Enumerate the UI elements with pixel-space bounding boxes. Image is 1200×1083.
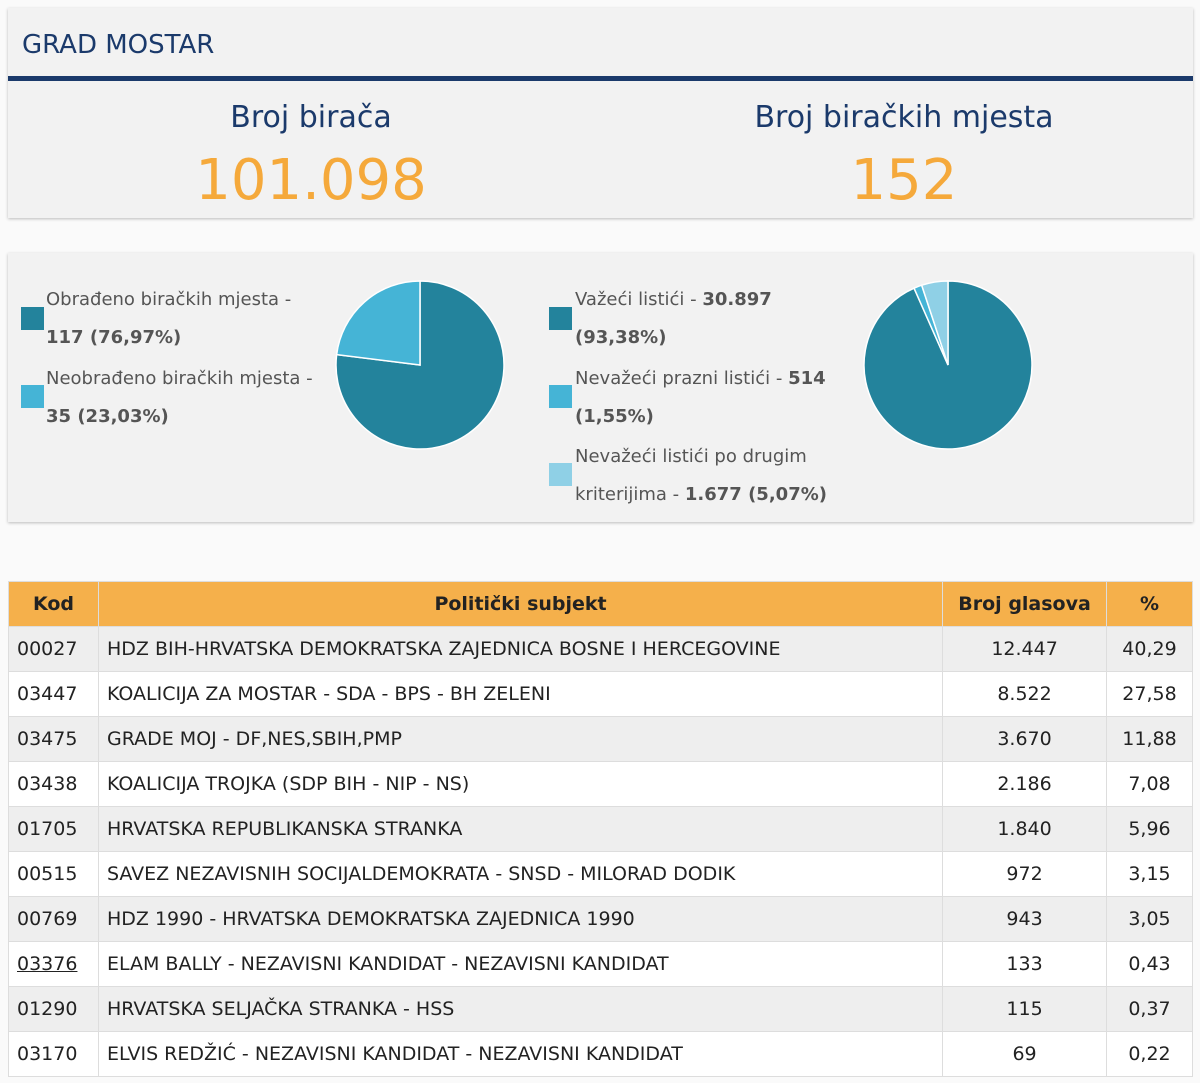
- table-row: 03170 ELVIS REDŽIĆ - NEZAVISNI KANDIDAT -…: [8, 1031, 1193, 1077]
- cell-party: SAVEZ NEZAVISNIH SOCIJALDEMOKRATA - SNSD…: [97, 851, 944, 897]
- table-row: 03447 KOALICIJA ZA MOSTAR - SDA - BPS - B…: [8, 671, 1193, 717]
- voters-label: Broj birača: [230, 100, 392, 135]
- table-row: 01705 HRVATSKA REPUBLIKANSKA STRANKA 1.840…: [8, 806, 1193, 852]
- legend-blank-label: Nevažeći prazni listići -: [575, 368, 789, 389]
- legend-swatch-other: [549, 463, 572, 486]
- legend-swatch-valid: [549, 307, 572, 330]
- cell-code: 03475: [8, 716, 99, 762]
- cell-code-link[interactable]: 03376: [8, 941, 99, 987]
- cell-party: KOALICIJA ZA MOSTAR - SDA - BPS - BH ZEL…: [97, 671, 944, 717]
- cell-votes: 2.186: [942, 761, 1107, 807]
- cell-percent: 5,96: [1106, 806, 1193, 852]
- cell-percent: 0,43: [1106, 941, 1193, 987]
- cell-percent: 11,88: [1106, 716, 1193, 762]
- legend-swatch-blank: [549, 385, 572, 408]
- voters-value: 101.098: [195, 148, 427, 213]
- legend-processed-value: 117 (76,97%): [46, 327, 182, 348]
- cell-party: KOALICIJA TROJKA (SDP BIH - NIP - NS): [97, 761, 944, 807]
- cell-votes: 12.447: [942, 626, 1107, 672]
- legend-unprocessed-value: 35 (23,03%): [46, 406, 169, 427]
- cell-code: 00027: [8, 626, 99, 672]
- cell-votes: 3.670: [942, 716, 1107, 762]
- cell-code: 03170: [8, 1031, 99, 1077]
- polling-stations-pie: [335, 280, 505, 450]
- cell-percent: 27,58: [1106, 671, 1193, 717]
- cell-code: 01290: [8, 986, 99, 1032]
- results-table: Kod Politički subjekt Broj glasova % 000…: [8, 581, 1193, 1077]
- cell-party: HDZ 1990 - HRVATSKA DEMOKRATSKA ZAJEDNIC…: [97, 896, 944, 942]
- table-header-row: Kod Politički subjekt Broj glasova %: [8, 581, 1193, 627]
- legend-unprocessed-label: Neobrađeno biračkih mjesta -: [46, 368, 313, 389]
- legend-processed: Obrađeno biračkih mjesta - 117 (76,97%): [46, 281, 291, 357]
- pie-slice: [920, 280, 949, 366]
- legend-blank-count: 514: [788, 368, 826, 389]
- col-header-percent[interactable]: %: [1106, 581, 1193, 627]
- cell-code: 03447: [8, 671, 99, 717]
- cell-party: ELAM BALLY - NEZAVISNI KANDIDAT - NEZAVI…: [97, 941, 944, 987]
- legend-blank: Nevažeći prazni listići - 514 (1,55%): [575, 360, 826, 436]
- cell-votes: 1.840: [942, 806, 1107, 852]
- col-header-party[interactable]: Politički subjekt: [97, 581, 944, 627]
- page-title: GRAD MOSTAR: [22, 30, 215, 60]
- cell-percent: 7,08: [1106, 761, 1193, 807]
- table-row: 01290 HRVATSKA SELJAČKA STRANKA - HSS 115 0…: [8, 986, 1193, 1032]
- legend-valid: Važeći listići - 30.897 (93,38%): [575, 281, 772, 357]
- legend-valid-label: Važeći listići -: [575, 289, 703, 310]
- charts-panel: Obrađeno biračkih mjesta - 117 (76,97%) …: [8, 253, 1193, 522]
- legend-other: Nevažeći listići po drugim kriterijima -…: [575, 438, 827, 514]
- summary-panel: GRAD MOSTAR Broj birača 101.098 Broj bir…: [8, 8, 1193, 218]
- legend-blank-pct: (1,55%): [575, 406, 654, 427]
- cell-percent: 3,05: [1106, 896, 1193, 942]
- pie-slice: [335, 280, 421, 366]
- cell-code: 00769: [8, 896, 99, 942]
- cell-code: 01705: [8, 806, 99, 852]
- col-header-code[interactable]: Kod: [8, 581, 99, 627]
- cell-percent: 3,15: [1106, 851, 1193, 897]
- legend-unprocessed: Neobrađeno biračkih mjesta - 35 (23,03%): [46, 360, 313, 436]
- table-row: 03475 GRADE MOJ - DF,NES,SBIH,PMP 3.670 11,…: [8, 716, 1193, 762]
- legend-swatch-processed: [21, 307, 44, 330]
- col-header-votes[interactable]: Broj glasova: [942, 581, 1107, 627]
- cell-party: HRVATSKA REPUBLIKANSKA STRANKA: [97, 806, 944, 852]
- legend-processed-label: Obrađeno biračkih mjesta -: [46, 289, 292, 310]
- legend-other-value: 1.677 (5,07%): [684, 484, 827, 505]
- legend-valid-count: 30.897: [702, 289, 772, 310]
- cell-party: HRVATSKA SELJAČKA STRANKA - HSS: [97, 986, 944, 1032]
- title-divider: [8, 76, 1193, 81]
- table-row: 00515 SAVEZ NEZAVISNIH SOCIJALDEMOKRATA -…: [8, 851, 1193, 897]
- cell-code: 00515: [8, 851, 99, 897]
- cell-votes: 972: [942, 851, 1107, 897]
- table-row: 00027 HDZ BIH-HRVATSKA DEMOKRATSKA ZAJEDN…: [8, 626, 1193, 672]
- legend-other-label2: kriterijima -: [575, 484, 685, 505]
- cell-votes: 943: [942, 896, 1107, 942]
- cell-percent: 0,37: [1106, 986, 1193, 1032]
- cell-party: HDZ BIH-HRVATSKA DEMOKRATSKA ZAJEDNICA B…: [97, 626, 944, 672]
- cell-votes: 69: [942, 1031, 1107, 1077]
- cell-code: 03438: [8, 761, 99, 807]
- stations-value: 152: [850, 148, 958, 213]
- cell-votes: 8.522: [942, 671, 1107, 717]
- cell-party: GRADE MOJ - DF,NES,SBIH,PMP: [97, 716, 944, 762]
- table-row: 03438 KOALICIJA TROJKA (SDP BIH - NIP - N…: [8, 761, 1193, 807]
- legend-swatch-unprocessed: [21, 385, 44, 408]
- table-row: 03376 ELAM BALLY - NEZAVISNI KANDIDAT - N…: [8, 941, 1193, 987]
- cell-party: ELVIS REDŽIĆ - NEZAVISNI KANDIDAT - NEZA…: [97, 1031, 944, 1077]
- cell-percent: 0,22: [1106, 1031, 1193, 1077]
- legend-valid-pct: (93,38%): [575, 327, 667, 348]
- stations-label: Broj biračkih mjesta: [754, 100, 1054, 135]
- cell-percent: 40,29: [1106, 626, 1193, 672]
- cell-votes: 115: [942, 986, 1107, 1032]
- ballots-pie: [863, 280, 1033, 450]
- cell-votes: 133: [942, 941, 1107, 987]
- legend-other-label: Nevažeći listići po drugim: [575, 446, 807, 467]
- table-row: 00769 HDZ 1990 - HRVATSKA DEMOKRATSKA ZAJ…: [8, 896, 1193, 942]
